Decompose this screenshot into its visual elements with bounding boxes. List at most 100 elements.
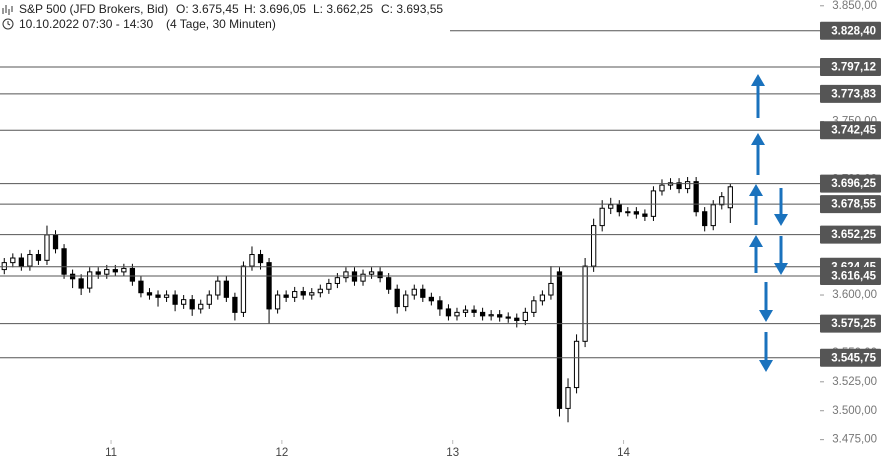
candle-body: [659, 184, 665, 192]
candle-body: [394, 288, 400, 308]
candle-body: [411, 288, 417, 296]
candle-body: [326, 282, 332, 290]
y-tick-label: 3.525,00: [832, 376, 877, 388]
candle-body: [317, 288, 323, 294]
subtitle: 10.10.2022 07:30 - 14:30: [19, 17, 153, 31]
candle-body: [420, 288, 426, 298]
candle-body: [684, 181, 691, 190]
plot-layer: [1, 177, 733, 423]
candle-body: [274, 294, 281, 310]
range-note: (4 Tage, 30 Minuten): [166, 17, 276, 31]
candle-body: [129, 267, 136, 282]
candle-body: [462, 309, 469, 313]
x-tick-label: 14: [617, 447, 630, 459]
level-label: 3.678,55: [831, 199, 876, 211]
candle-body: [616, 204, 622, 213]
candle-body: [121, 267, 127, 273]
x-tick-label: 13: [446, 447, 459, 459]
level-label: 3.828,40: [831, 25, 876, 37]
candle-body: [257, 254, 264, 264]
candle-body: [497, 314, 503, 318]
candle-body: [215, 280, 221, 296]
arrow-head: [759, 360, 773, 372]
level-label: 3.545,75: [831, 352, 876, 364]
y-tick-label: 3.475,00: [832, 434, 877, 446]
candle-body: [334, 277, 341, 284]
candle-body: [18, 257, 24, 267]
candle-body: [608, 204, 614, 209]
arrow-head: [774, 263, 788, 275]
ohlc-label: L: 3.662,25: [313, 2, 373, 16]
candle-body: [445, 308, 452, 317]
candle-body: [377, 271, 383, 279]
candle-body: [198, 303, 204, 310]
candle-body: [172, 294, 178, 305]
candle-body: [693, 181, 699, 213]
level-label-box: [820, 225, 881, 244]
level-label-box: [820, 195, 881, 214]
candle-body: [625, 211, 631, 214]
clock-hand: [7, 21, 11, 26]
candle-body: [351, 271, 358, 282]
header-bg: [0, 0, 450, 32]
candle-body: [488, 314, 494, 317]
arrow-head: [774, 214, 788, 226]
arrow-head: [749, 184, 763, 196]
candle-body: [582, 265, 588, 342]
candle-body: [591, 225, 597, 267]
candle-body: [155, 294, 161, 298]
candle-body: [573, 340, 580, 389]
x-tick-label: 12: [275, 447, 288, 459]
candle-body: [454, 311, 460, 317]
candle-body: [343, 271, 349, 279]
level-label: 3.742,45: [831, 125, 876, 137]
candle-body: [548, 282, 554, 296]
candle-body: [633, 211, 639, 215]
y-tick-label: 3.850,00: [832, 0, 877, 12]
candle-body: [471, 309, 477, 313]
chart-icon: [2, 5, 13, 15]
candle-body: [531, 300, 537, 313]
candle-body: [650, 190, 657, 217]
ohlc-label: O: 3.675,45: [176, 2, 239, 16]
candle-body: [386, 277, 392, 290]
candle-body: [283, 294, 289, 298]
level-label: 3.797,12: [831, 61, 876, 73]
candle-body: [727, 186, 733, 209]
candle-body: [249, 254, 255, 267]
candle-body: [112, 269, 118, 273]
candle-body: [437, 300, 443, 310]
arrow-head: [749, 235, 763, 247]
candle-body: [163, 294, 170, 298]
candle-body: [403, 294, 409, 308]
level-label-box: [820, 348, 881, 367]
candle-body: [642, 213, 648, 217]
candle-body: [69, 273, 76, 280]
candle-body: [1, 262, 7, 271]
level-label: 3.616,45: [831, 271, 876, 283]
candle-body: [360, 273, 366, 282]
level-label: 3.696,25: [831, 178, 876, 190]
ohlc-label: C: 3.693,55: [381, 2, 443, 16]
candle-body: [428, 296, 434, 302]
level-label-box: [820, 314, 881, 333]
candle-body: [368, 271, 375, 275]
candle-body: [146, 292, 153, 296]
candle-body: [138, 280, 144, 294]
candle-body: [300, 291, 306, 296]
candle-body: [104, 269, 110, 275]
candle-body: [556, 271, 563, 409]
candle-body: [710, 204, 716, 227]
candle-body: [87, 271, 93, 289]
clock-icon: [2, 18, 14, 30]
candle-body: [35, 254, 42, 261]
header: S&P 500 (JFD Brokers, Bid) O: 3.675,45 H…: [0, 0, 450, 32]
arrow-head: [759, 310, 773, 322]
candle-body: [240, 265, 247, 313]
level-label-box: [820, 21, 881, 40]
candle-body: [292, 291, 298, 298]
candle-body: [223, 280, 229, 298]
candle-body: [505, 316, 511, 319]
candle-body: [27, 254, 33, 267]
